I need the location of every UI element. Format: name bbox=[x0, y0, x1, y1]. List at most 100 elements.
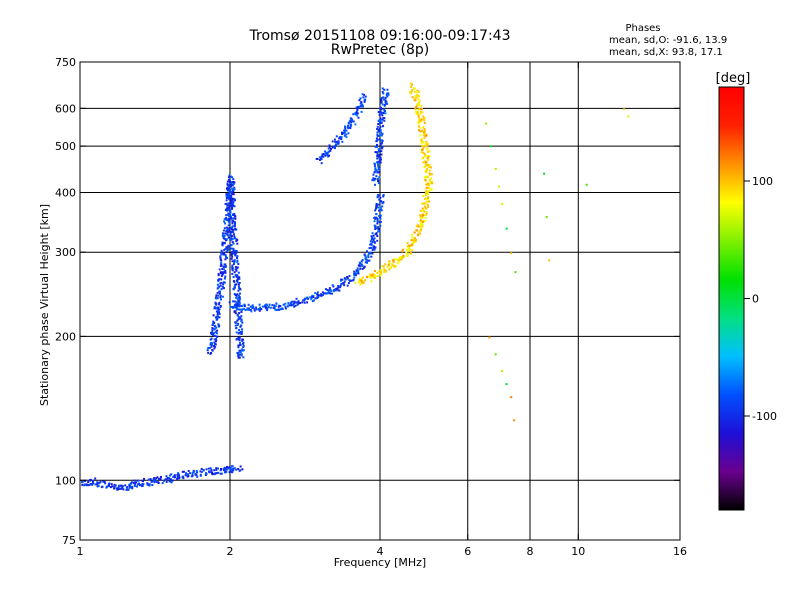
data-point bbox=[372, 173, 375, 176]
data-point bbox=[337, 140, 340, 143]
data-point bbox=[374, 183, 376, 186]
data-point bbox=[211, 471, 213, 474]
data-point bbox=[217, 274, 220, 277]
data-point bbox=[278, 304, 281, 307]
data-point bbox=[234, 268, 237, 271]
data-point bbox=[417, 125, 420, 128]
data-point bbox=[410, 244, 413, 247]
data-point bbox=[377, 226, 380, 229]
data-point bbox=[218, 324, 221, 327]
data-point bbox=[208, 346, 211, 349]
data-point bbox=[237, 317, 240, 320]
data-point bbox=[213, 338, 216, 341]
y-tick-label: 600 bbox=[55, 102, 76, 115]
data-point bbox=[271, 304, 274, 307]
data-point bbox=[382, 96, 385, 99]
data-point bbox=[213, 347, 216, 350]
data-point bbox=[233, 233, 235, 236]
data-point bbox=[228, 471, 231, 474]
data-point bbox=[372, 239, 375, 241]
data-point bbox=[384, 112, 387, 115]
data-point bbox=[328, 287, 331, 290]
data-point bbox=[376, 157, 379, 160]
data-point bbox=[415, 238, 417, 241]
data-point bbox=[430, 173, 433, 176]
data-point bbox=[114, 484, 117, 487]
data-point bbox=[238, 305, 241, 308]
data-point bbox=[233, 187, 236, 190]
data-point bbox=[223, 268, 225, 271]
data-point bbox=[335, 141, 338, 144]
data-point bbox=[314, 297, 317, 300]
data-point bbox=[359, 283, 362, 286]
data-point bbox=[424, 197, 426, 200]
data-point bbox=[357, 281, 360, 284]
data-point bbox=[426, 151, 429, 154]
data-point bbox=[379, 161, 382, 164]
data-point bbox=[373, 248, 376, 251]
data-point bbox=[381, 205, 384, 208]
data-point bbox=[220, 249, 223, 252]
data-point bbox=[226, 231, 229, 234]
data-point bbox=[422, 145, 424, 148]
data-point bbox=[277, 305, 280, 308]
data-point bbox=[227, 246, 230, 249]
data-point bbox=[235, 303, 238, 306]
data-point bbox=[122, 488, 125, 491]
data-point bbox=[326, 152, 329, 155]
data-point bbox=[501, 370, 504, 373]
data-point bbox=[319, 159, 321, 161]
data-point bbox=[545, 216, 548, 218]
data-point bbox=[379, 214, 381, 217]
data-point bbox=[231, 269, 234, 272]
data-point bbox=[213, 472, 216, 475]
data-point bbox=[392, 264, 395, 267]
data-point bbox=[231, 190, 234, 193]
data-point bbox=[234, 237, 236, 240]
data-point bbox=[267, 306, 270, 309]
data-point bbox=[423, 176, 426, 179]
data-point bbox=[234, 217, 237, 220]
colorbar-tick-label: 100 bbox=[752, 175, 773, 188]
data-point bbox=[236, 266, 239, 269]
data-point bbox=[186, 473, 189, 476]
data-point bbox=[218, 291, 221, 294]
data-point bbox=[210, 352, 212, 354]
data-point bbox=[190, 475, 193, 478]
data-point bbox=[377, 129, 380, 132]
data-point bbox=[230, 465, 233, 468]
data-point bbox=[338, 137, 341, 140]
data-point bbox=[397, 261, 400, 264]
data-point bbox=[374, 167, 377, 170]
data-point bbox=[376, 222, 379, 225]
data-point bbox=[311, 295, 313, 298]
data-point bbox=[227, 212, 230, 215]
data-point bbox=[381, 145, 384, 148]
data-point bbox=[174, 476, 176, 479]
data-point bbox=[217, 471, 220, 474]
data-point bbox=[148, 484, 151, 487]
data-point bbox=[233, 252, 236, 255]
data-point bbox=[295, 297, 298, 300]
data-point bbox=[229, 239, 232, 241]
data-point bbox=[417, 90, 420, 93]
data-point bbox=[377, 111, 380, 113]
plot-area: 1 2 4 6 8 10 16 75 100 200 300 400 500 600 750 bbox=[55, 56, 687, 558]
data-point bbox=[347, 282, 350, 284]
data-point bbox=[233, 228, 236, 231]
data-point bbox=[417, 122, 420, 125]
data-point bbox=[333, 145, 336, 148]
data-point bbox=[343, 129, 346, 132]
data-point bbox=[373, 179, 376, 182]
data-point bbox=[409, 82, 412, 85]
data-point bbox=[359, 97, 362, 100]
data-point bbox=[344, 129, 347, 132]
data-point bbox=[128, 485, 131, 487]
data-point bbox=[232, 217, 235, 220]
data-point bbox=[350, 120, 353, 123]
data-point bbox=[428, 150, 431, 153]
data-point bbox=[369, 277, 372, 279]
data-point bbox=[423, 127, 426, 130]
data-point bbox=[239, 469, 242, 472]
data-point bbox=[379, 220, 382, 223]
